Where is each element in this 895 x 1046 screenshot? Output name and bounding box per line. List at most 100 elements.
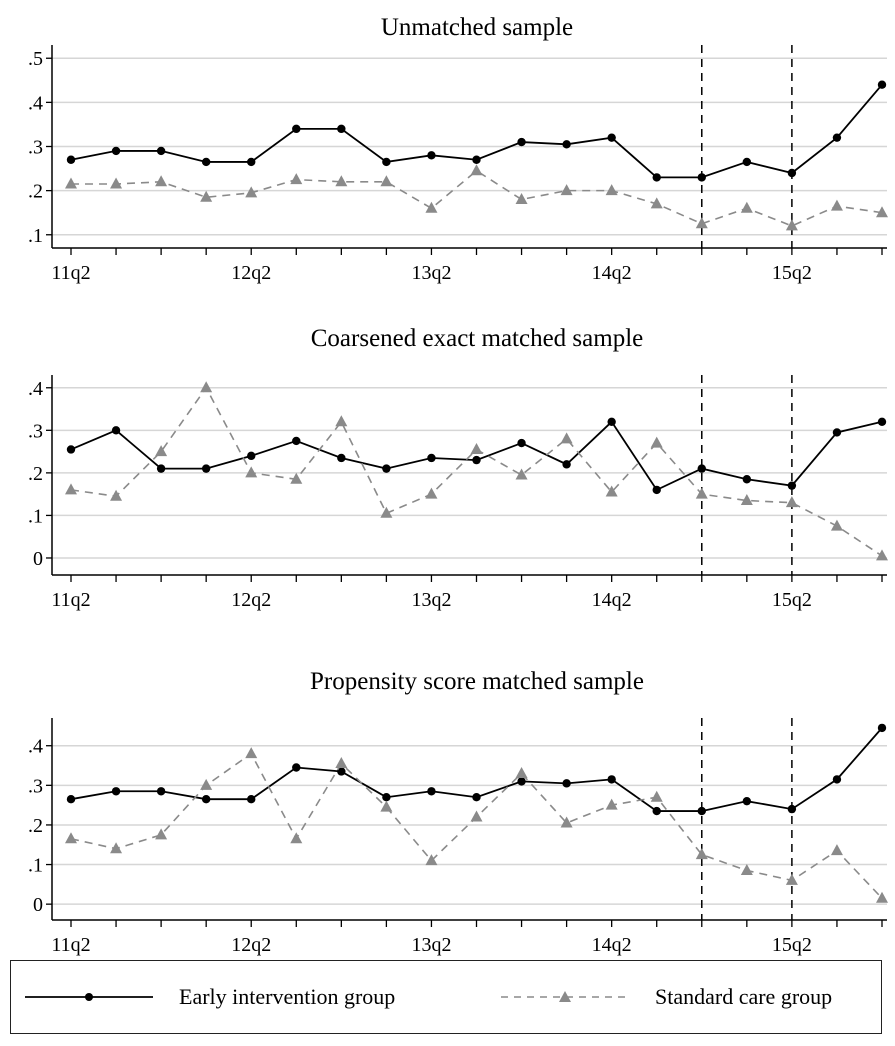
y-tick-label: .4	[28, 736, 43, 758]
data-point-early-intervention-group	[832, 133, 842, 142]
data-point-standard-care-group	[830, 519, 843, 531]
y-tick-label: .4	[28, 92, 43, 114]
data-point-early-intervention-group	[787, 168, 797, 178]
data-point-early-intervention-group	[427, 151, 436, 160]
y-tick-label: .2	[28, 181, 43, 203]
data-point-early-intervention-group	[201, 464, 211, 473]
data-point-standard-care-group	[290, 173, 303, 185]
data-point-early-intervention-group	[652, 806, 661, 816]
data-point-early-intervention-group	[292, 763, 301, 772]
data-point-standard-care-group	[560, 816, 573, 828]
data-point-standard-care-group	[515, 192, 528, 204]
data-point-standard-care-group	[695, 217, 708, 229]
data-point-early-intervention-group	[562, 140, 571, 149]
data-point-early-intervention-group	[877, 723, 887, 733]
data-point-standard-care-group	[65, 832, 77, 844]
data-point-standard-care-group	[605, 184, 618, 196]
data-point-standard-care-group	[245, 186, 258, 198]
data-point-standard-care-group	[470, 810, 483, 822]
x-tick-label: 11q2	[51, 934, 90, 956]
data-point-early-intervention-group	[247, 451, 256, 461]
data-point-early-intervention-group	[201, 794, 211, 804]
series-early-intervention-group	[66, 723, 887, 816]
data-point-early-intervention-group	[832, 428, 842, 437]
y-tick-label: .4	[28, 378, 43, 400]
data-point-standard-care-group	[200, 381, 213, 393]
data-point-standard-care-group	[515, 766, 528, 778]
data-point-early-intervention-group	[562, 779, 571, 788]
data-point-early-intervention-group	[111, 146, 121, 156]
chart-title: Coarsened exact matched sample	[311, 325, 644, 352]
chart-panel-1: Unmatched sample .1 .2 .3 .4 .5 11q2 12q2 13q2 14…	[28, 14, 888, 284]
data-point-standard-care-group	[155, 445, 168, 457]
series-standard-care-group	[65, 747, 888, 903]
data-point-standard-care-group	[605, 485, 618, 497]
data-point-early-intervention-group	[156, 146, 166, 156]
data-point-standard-care-group	[425, 487, 438, 499]
data-point-early-intervention-group	[517, 438, 526, 448]
data-point-early-intervention-group	[607, 133, 616, 142]
data-point-standard-care-group	[155, 175, 168, 187]
data-point-standard-care-group	[245, 747, 258, 759]
data-point-early-intervention-group	[382, 157, 391, 167]
data-point-standard-care-group	[695, 848, 708, 860]
data-point-standard-care-group	[425, 201, 438, 213]
x-tick-label: 11q2	[51, 589, 90, 611]
data-point-standard-care-group	[110, 489, 123, 501]
data-point-standard-care-group	[876, 891, 888, 903]
data-point-standard-care-group	[335, 757, 348, 769]
series-line-early-intervention-group	[70, 420, 883, 492]
data-point-early-intervention-group	[156, 787, 166, 796]
data-point-early-intervention-group	[66, 794, 76, 804]
x-tick-label: 15q2	[772, 262, 812, 284]
data-point-early-intervention-group	[787, 804, 797, 814]
data-point-standard-care-group	[515, 468, 528, 480]
data-point-early-intervention-group	[111, 787, 121, 796]
data-point-early-intervention-group	[337, 453, 346, 463]
data-point-early-intervention-group	[292, 124, 301, 134]
data-point-standard-care-group	[605, 798, 618, 810]
data-point-early-intervention-group	[247, 794, 256, 804]
data-point-standard-care-group	[110, 842, 123, 854]
x-tick-label: 15q2	[772, 934, 812, 956]
data-point-early-intervention-group	[382, 464, 391, 473]
x-tick-label: 13q2	[411, 589, 451, 611]
chart-panel-2: Coarsened exact matched sample 0 .1 .2 .3 .4 1…	[28, 325, 888, 611]
data-point-standard-care-group	[830, 199, 843, 211]
data-point-early-intervention-group	[517, 137, 526, 147]
x-tick-label: 11q2	[51, 262, 90, 284]
data-point-standard-care-group	[200, 190, 213, 202]
series-line-standard-care-group	[70, 752, 883, 899]
data-point-standard-care-group	[470, 164, 483, 176]
legend-item-early-intervention: Early intervention group	[23, 961, 395, 1033]
x-tick-label: 13q2	[411, 262, 451, 284]
data-point-standard-care-group	[785, 219, 798, 231]
data-point-standard-care-group	[740, 863, 753, 875]
data-point-early-intervention-group	[607, 417, 616, 427]
data-point-early-intervention-group	[652, 173, 661, 182]
data-point-standard-care-group	[65, 483, 77, 495]
series-early-intervention-group	[66, 80, 887, 182]
data-point-early-intervention-group	[66, 445, 76, 454]
data-point-early-intervention-group	[697, 173, 706, 182]
data-point-early-intervention-group	[742, 475, 752, 484]
data-point-standard-care-group	[876, 549, 888, 561]
data-point-early-intervention-group	[427, 787, 436, 796]
data-point-standard-care-group	[335, 175, 348, 187]
data-point-standard-care-group	[740, 494, 753, 506]
data-point-early-intervention-group	[382, 793, 391, 802]
data-point-standard-care-group	[425, 854, 438, 866]
y-tick-label: .5	[28, 48, 43, 70]
data-point-early-intervention-group	[742, 796, 752, 806]
chart-title: Propensity score matched sample	[310, 668, 644, 695]
data-point-early-intervention-group	[472, 455, 481, 465]
y-tick-label: 0	[33, 894, 43, 916]
data-point-standard-care-group	[200, 778, 213, 790]
data-point-standard-care-group	[876, 206, 888, 218]
data-point-early-intervention-group	[472, 793, 481, 802]
data-point-standard-care-group	[380, 800, 393, 812]
data-point-standard-care-group	[470, 442, 483, 454]
data-point-early-intervention-group	[697, 806, 706, 816]
data-point-standard-care-group	[560, 184, 573, 196]
